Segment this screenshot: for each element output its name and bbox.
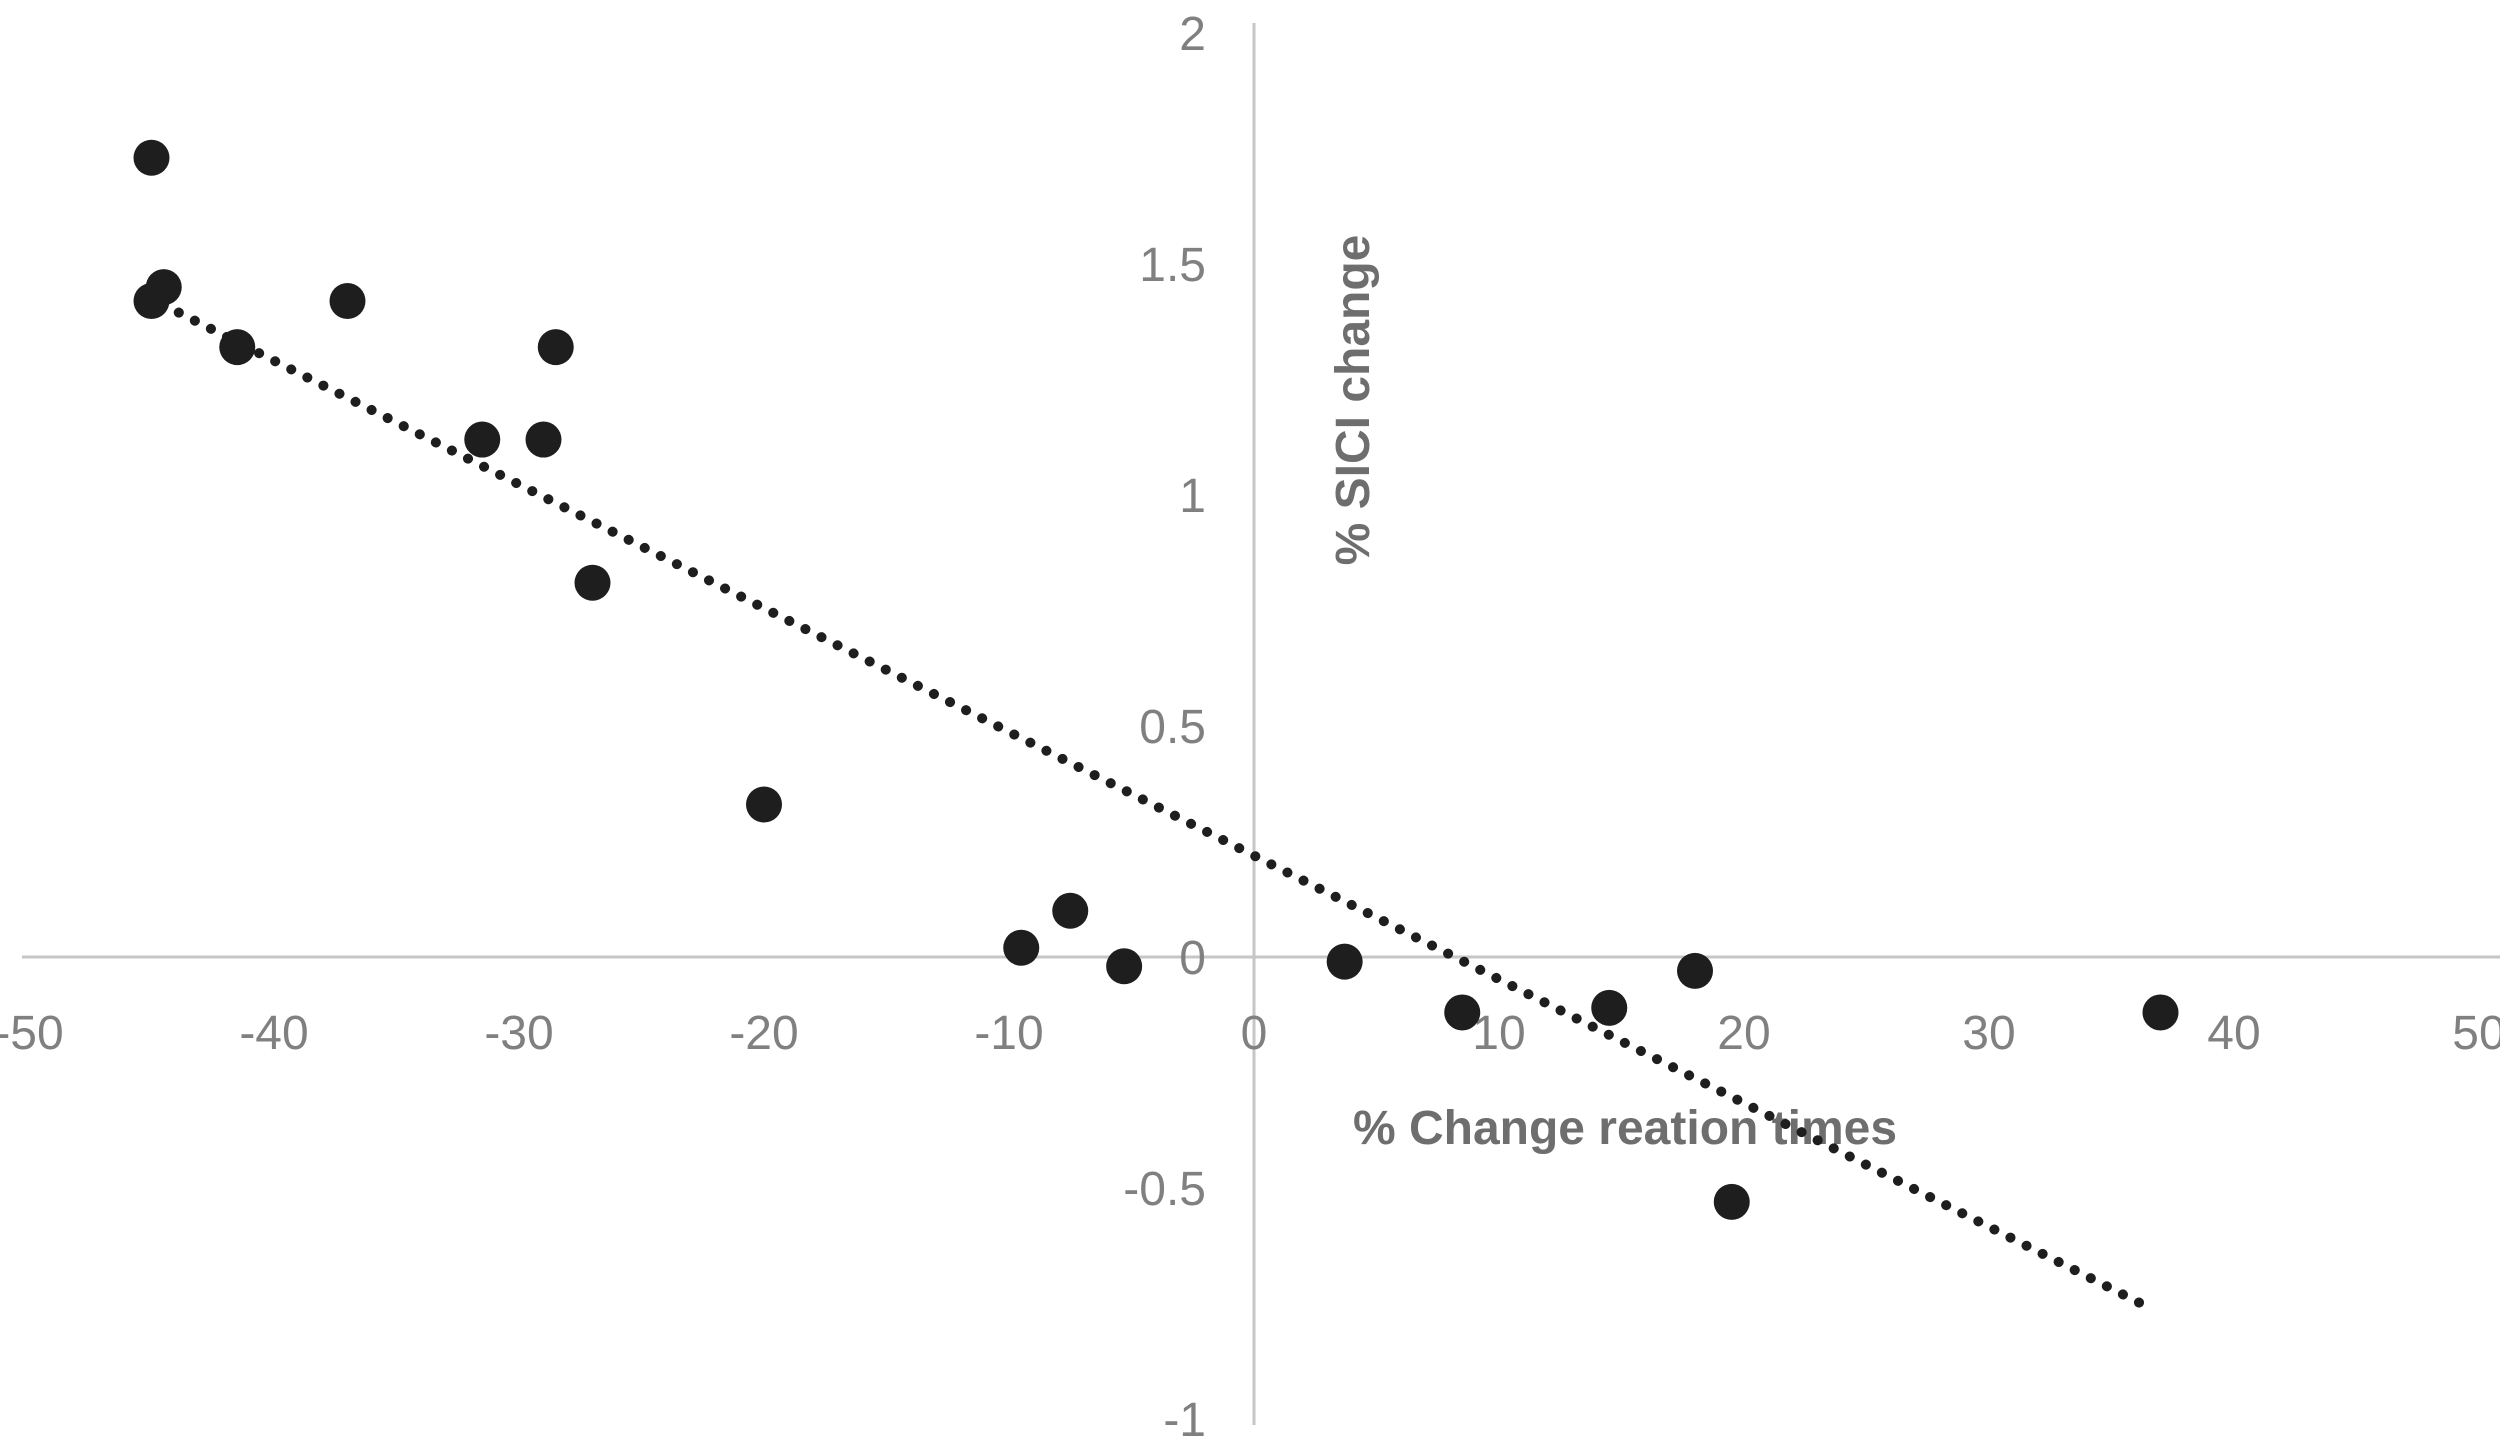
data-point [2142,994,2179,1031]
x-tick-label: -50 [0,1007,64,1060]
x-tick-label: -30 [484,1007,553,1060]
x-tick-label: 0 [1241,1007,1268,1060]
data-point [525,421,562,458]
data-point [329,282,366,319]
x-tick-label: 50 [2452,1007,2500,1060]
data-point [1003,929,1040,966]
data-point [537,329,574,366]
data-point [1677,952,1713,989]
x-axis-title: % Change reation times [1353,1102,1897,1155]
y-tick-label: 1.5 [1139,239,1206,292]
x-tick-label: -40 [239,1007,308,1060]
data-point [1326,943,1363,980]
axes-layer [22,23,2500,1425]
y-tick-label: -0.5 [1123,1163,1206,1216]
data-point [464,421,501,458]
data-point [1106,948,1143,985]
x-tick-label: 20 [1717,1007,1770,1060]
data-point [1591,989,1628,1026]
data-point [1444,994,1481,1031]
y-tick-label: 0 [1179,932,1206,985]
data-point [1713,1183,1750,1220]
data-point [133,139,170,176]
x-tick-label: -20 [729,1007,798,1060]
trendline [141,291,2146,1309]
y-axis-title: % SICI change [1327,235,1380,566]
x-tick-label: -10 [974,1007,1043,1060]
data-point [133,282,170,319]
y-tick-label: -1 [1163,1394,1206,1442]
x-tick-label: 10 [1472,1007,1525,1060]
trendline-layer [141,291,2146,1309]
data-point [746,786,782,823]
y-tick-label: 0.5 [1139,701,1206,754]
x-tick-label: 30 [1962,1007,2015,1060]
data-point [574,564,611,601]
tick-labels-layer: -50 -40 -30 -20 -10 0 10 20 30 40 50 2 1.5 1 0.5 0 -0.5 -… [0,8,2500,1442]
data-points-layer [133,139,2179,1220]
x-tick-label: 40 [2207,1007,2260,1060]
data-point [1052,892,1089,929]
y-tick-label: 2 [1179,8,1206,61]
y-tick-label: 1 [1179,470,1206,523]
